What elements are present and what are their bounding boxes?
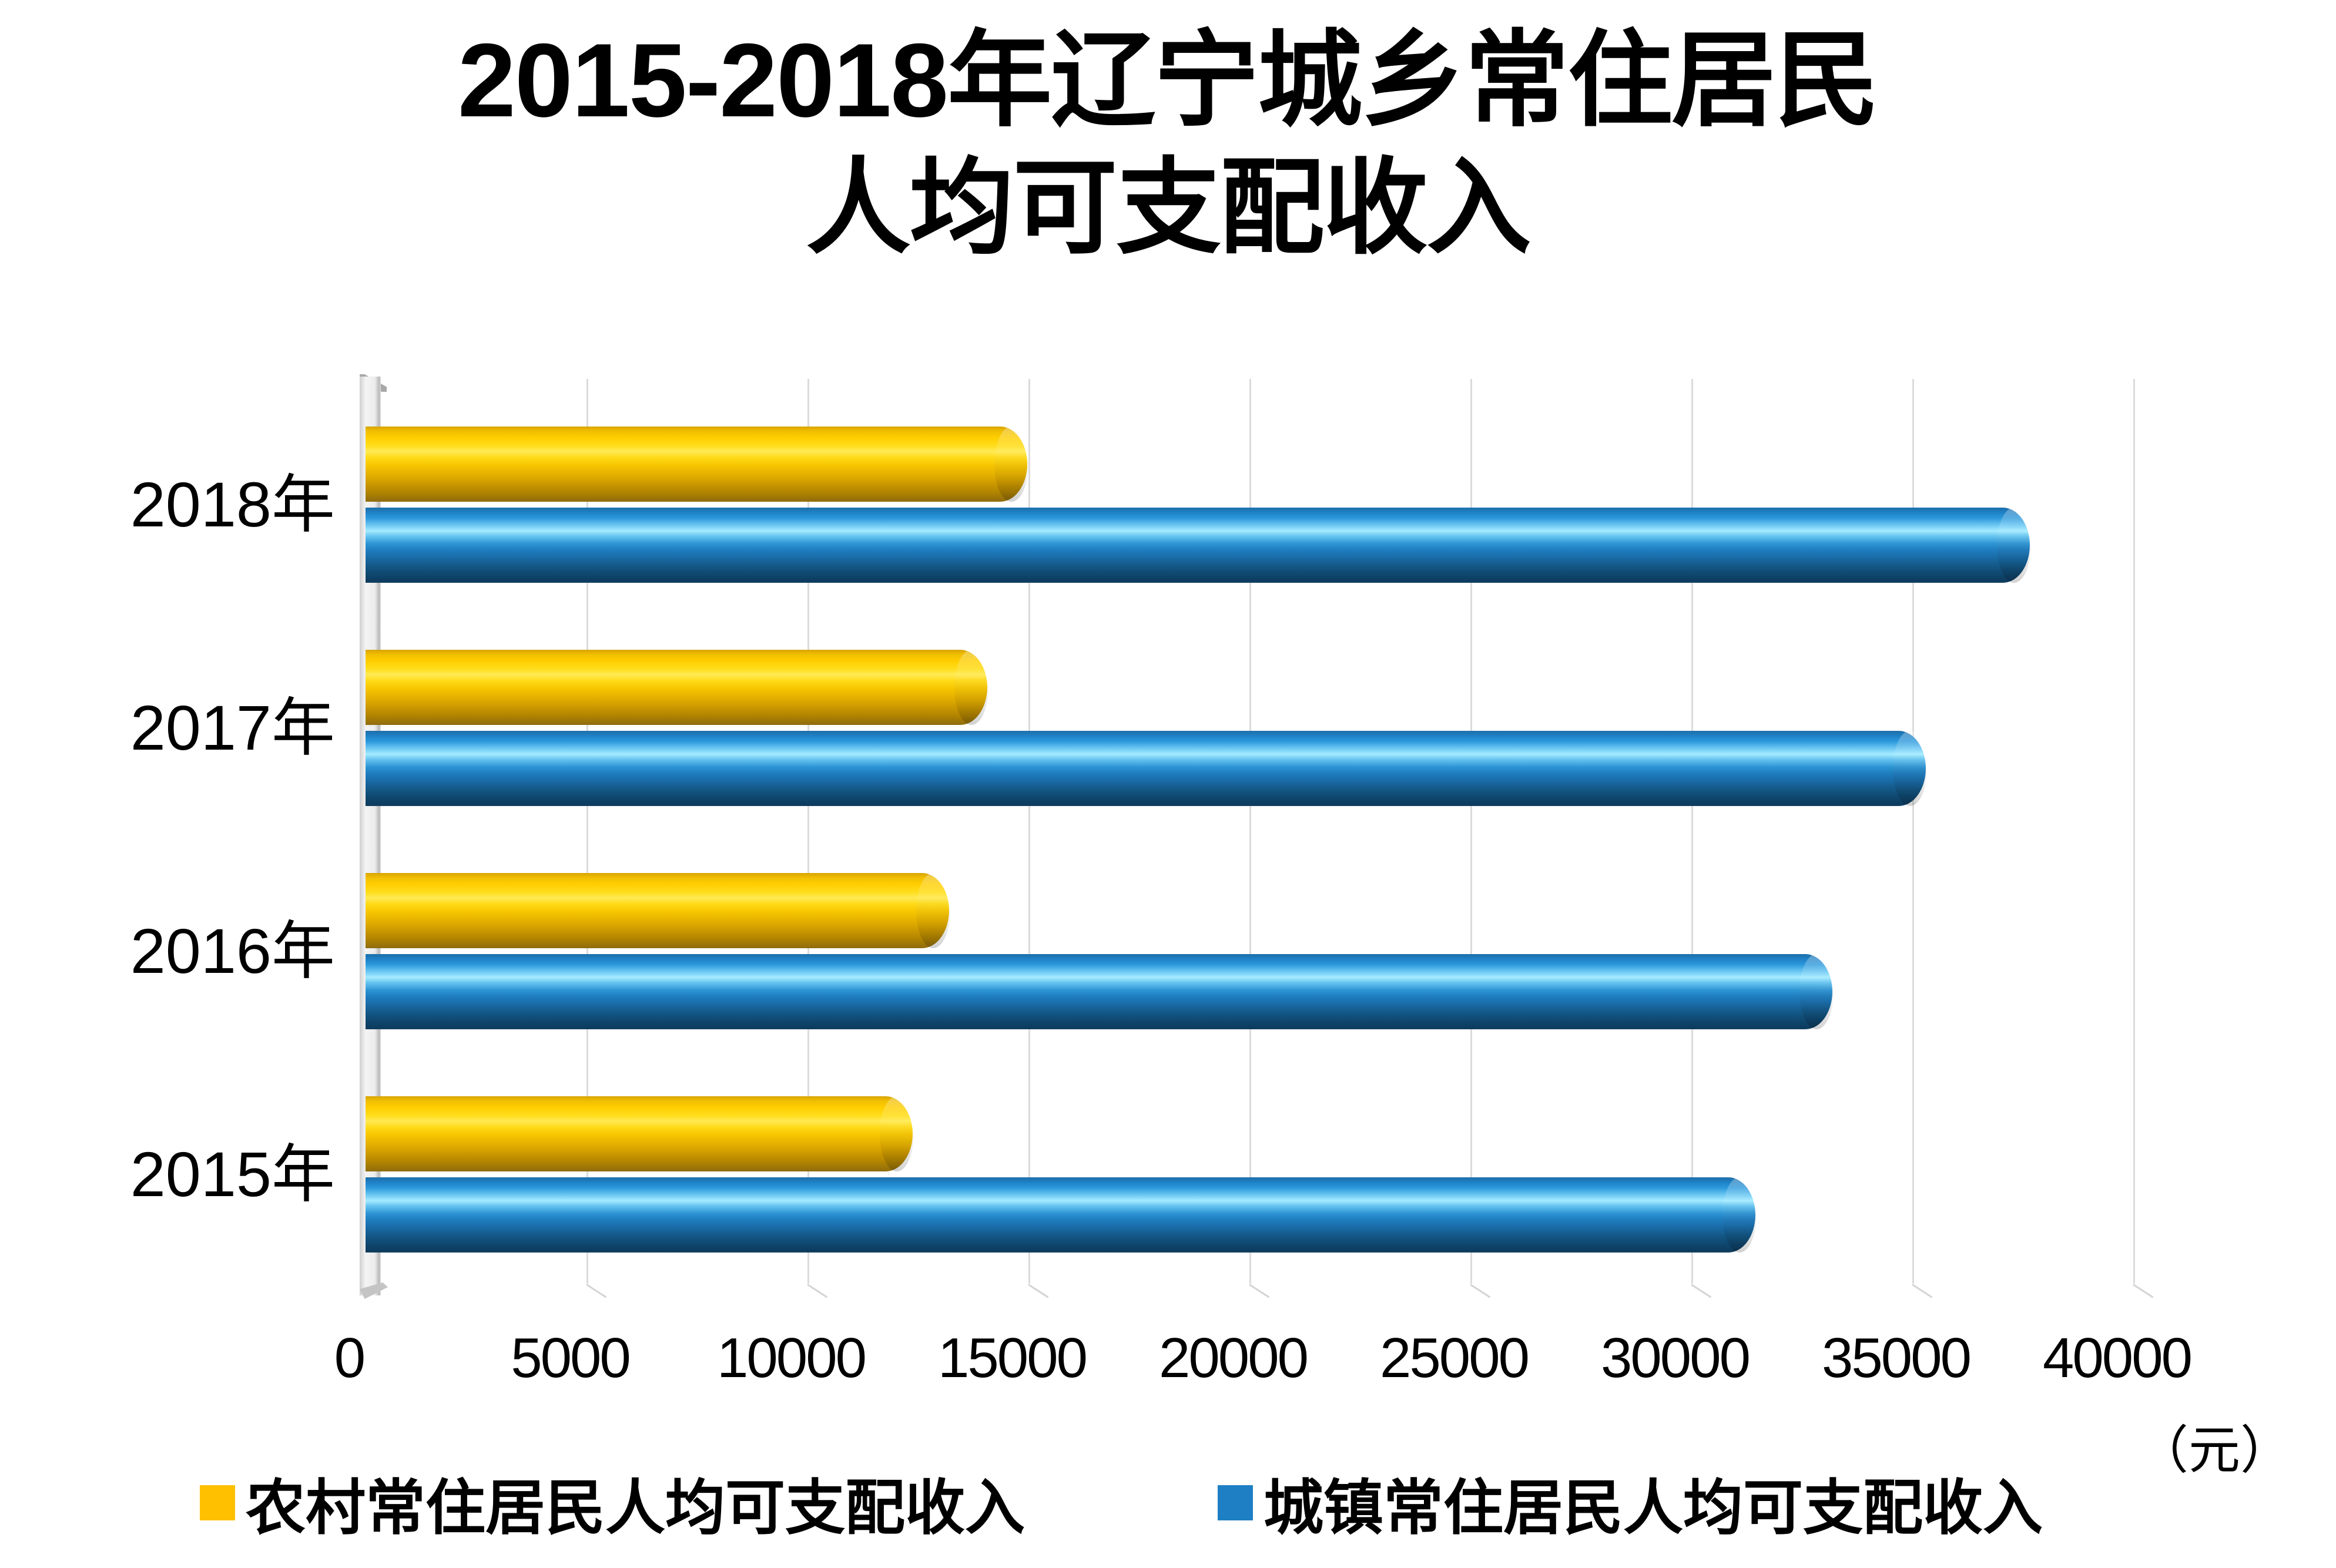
gridline-foot: [807, 1284, 828, 1298]
x-tick-label-15000: 15000: [938, 1327, 1088, 1389]
legend-swatch-rural: [200, 1485, 235, 1520]
gridline-30000: [1691, 379, 1693, 1284]
bar-rural-2017年: [366, 650, 988, 725]
gridline-20000: [1249, 379, 1251, 1284]
gridline-35000: [1912, 379, 1914, 1284]
bar-rural-2015年: [366, 1096, 914, 1171]
gridline-40000: [2133, 379, 2135, 1284]
bar-urban-2016年: [366, 954, 1834, 1029]
x-tick-label-35000: 35000: [1822, 1327, 1972, 1389]
gridline-5000: [586, 379, 588, 1284]
y-axis-label-2018年: 2018年: [130, 469, 335, 540]
legend-item-rural: 农村常住居民人均可支配收入: [200, 1462, 1025, 1544]
gridline-foot: [1691, 1284, 1712, 1298]
legend-label-rural: 农村常住居民人均可支配收入: [246, 1474, 1025, 1542]
x-tick-label-40000: 40000: [2043, 1327, 2193, 1389]
gridline-foot: [586, 1284, 607, 1298]
gridline-15000: [1028, 379, 1030, 1284]
x-tick-label-0: 0: [334, 1327, 366, 1389]
x-tick-label-25000: 25000: [1380, 1327, 1530, 1389]
legend-label-urban: 城镇常住居民人均可支配收入: [1263, 1474, 2043, 1542]
y-axis-label-2015年: 2015年: [130, 1139, 335, 1210]
bar-rural-2016年: [366, 873, 950, 948]
x-tick-label-20000: 20000: [1159, 1327, 1309, 1389]
gridline-10000: [807, 379, 809, 1284]
gridline-foot: [1249, 1284, 1270, 1298]
chart-title: 2015-2018年辽宁城乡常住居民 人均可支配收入: [0, 16, 2336, 271]
axis-unit-label: （元）: [2136, 1421, 2292, 1479]
chart-title-line1: 2015-2018年辽宁城乡常住居民: [457, 22, 1879, 139]
bar-urban-2018年: [366, 508, 2031, 583]
bar-rural-2018年: [366, 427, 1028, 502]
bar-urban-2017年: [366, 731, 1927, 806]
x-tick-label-5000: 5000: [511, 1327, 631, 1389]
gridline-foot: [1912, 1284, 1933, 1298]
plot-area: 0 5000 10000 15000 20000 25000 30000 35000 40000…: [130, 374, 2193, 1389]
x-tick-label-30000: 30000: [1601, 1327, 1751, 1389]
y-axis-label-2016年: 2016年: [130, 915, 335, 986]
gridline-foot: [1470, 1284, 1491, 1298]
chart-title-line2: 人均可支配收入: [806, 149, 1531, 267]
gridline-foot: [2133, 1284, 2154, 1298]
x-tick-label-10000: 10000: [717, 1327, 867, 1389]
legend-item-urban: 城镇常住居民人均可支配收入: [1218, 1462, 2043, 1544]
bar-urban-2015年: [366, 1177, 1757, 1253]
gridline-25000: [1470, 379, 1472, 1284]
gridline-foot: [1028, 1284, 1049, 1298]
y-axis-label-2017年: 2017年: [130, 692, 335, 763]
legend-swatch-urban: [1218, 1485, 1253, 1520]
